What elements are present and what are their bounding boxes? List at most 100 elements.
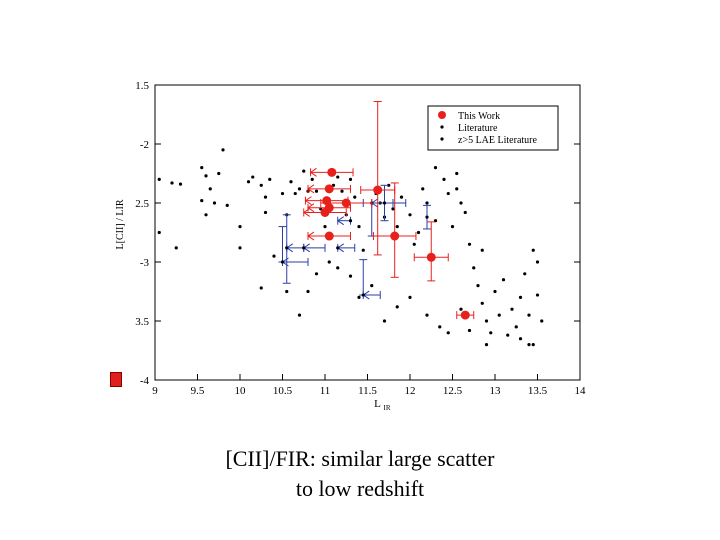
lae-point xyxy=(361,293,365,297)
y-axis-label: L[CII] / LIR xyxy=(115,199,126,249)
literature-point xyxy=(395,305,399,309)
literature-point xyxy=(408,295,412,299)
literature-point xyxy=(174,246,178,250)
literature-point xyxy=(489,331,493,335)
literature-point xyxy=(480,301,484,305)
legend-label: z>5 LAE Literature xyxy=(458,135,537,146)
y-tick-label: -3 xyxy=(140,257,150,269)
literature-point xyxy=(259,183,263,187)
x-tick-label: 13 xyxy=(490,385,502,397)
literature-point xyxy=(408,213,412,217)
legend-box xyxy=(427,105,559,151)
literature-point xyxy=(285,289,289,294)
legend-label: Literature xyxy=(458,123,498,134)
this-work-arrow-left xyxy=(304,196,312,206)
literature-point xyxy=(501,278,506,282)
literature-point xyxy=(357,295,361,299)
literature-point xyxy=(251,175,255,179)
x-tick-label: 12.5 xyxy=(443,385,463,397)
x-tick-label: 10.5 xyxy=(273,385,293,397)
literature-point xyxy=(170,181,174,185)
literature-point xyxy=(425,201,429,205)
x-tick-label: 12 xyxy=(405,385,416,397)
literature-point xyxy=(297,187,302,191)
this-work-point xyxy=(324,184,334,194)
x-tick-label: 11.5 xyxy=(358,385,377,397)
literature-point xyxy=(467,242,472,246)
literature-point xyxy=(476,284,480,288)
literature-point xyxy=(535,260,540,264)
this-work-point xyxy=(373,185,383,195)
literature-point xyxy=(446,191,450,196)
this-work-arrow-left xyxy=(307,203,315,213)
literature-point xyxy=(484,319,489,323)
literature-point xyxy=(268,177,272,181)
literature-point xyxy=(289,180,293,184)
literature-point xyxy=(370,284,374,288)
lae-arrow-left xyxy=(336,216,345,226)
literature-point xyxy=(238,225,242,229)
y-tick-label: 3.5 xyxy=(135,316,149,328)
literature-point xyxy=(510,307,514,311)
literature-point xyxy=(442,177,446,181)
x-tick-label: 10 xyxy=(235,385,247,397)
literature-point xyxy=(178,182,183,186)
this-work-point xyxy=(460,310,470,320)
literature-point xyxy=(459,307,463,311)
literature-point xyxy=(399,195,404,199)
x-tick-label: 11 xyxy=(320,385,331,397)
lae-point xyxy=(425,215,429,219)
literature-point xyxy=(327,260,331,264)
literature-point xyxy=(472,266,476,270)
literature-point xyxy=(518,337,523,341)
literature-point xyxy=(412,242,416,246)
literature-point xyxy=(531,248,535,252)
literature-point xyxy=(506,333,510,337)
literature-point xyxy=(382,319,387,323)
literature-point xyxy=(425,313,429,317)
caption-line-1: [CII]/FIR: similar large scatter xyxy=(225,446,495,471)
literature-point xyxy=(480,248,484,252)
literature-point xyxy=(336,175,340,179)
lae-point xyxy=(285,246,289,250)
literature-point xyxy=(221,148,225,152)
literature-point xyxy=(217,171,221,176)
literature-point xyxy=(446,331,450,335)
lae-point xyxy=(382,201,387,205)
literature-point xyxy=(157,177,161,181)
literature-point xyxy=(535,293,540,297)
literature-point xyxy=(416,230,421,235)
literature-point xyxy=(514,325,518,329)
legend-marker xyxy=(438,111,446,119)
literature-point xyxy=(306,289,310,294)
literature-point xyxy=(455,187,459,191)
lae-point xyxy=(280,260,285,264)
literature-point xyxy=(523,272,527,276)
slide-marker-square xyxy=(110,372,122,387)
this-work-point xyxy=(341,198,351,208)
literature-point xyxy=(336,266,340,270)
literature-point xyxy=(204,213,208,217)
y-tick-label: -2 xyxy=(140,139,149,151)
literature-point xyxy=(314,272,319,276)
literature-point xyxy=(455,171,459,176)
y-tick-label: 1.5 xyxy=(135,80,149,92)
literature-point xyxy=(459,201,463,205)
lae-point xyxy=(336,246,340,250)
x-axis-label-subscript: IR xyxy=(384,404,391,412)
literature-point xyxy=(450,225,455,229)
x-tick-label: 13.5 xyxy=(528,385,548,397)
literature-point xyxy=(361,248,365,252)
literature-point xyxy=(467,328,472,333)
this-work-point xyxy=(426,252,436,262)
literature-point xyxy=(246,180,251,184)
literature-point xyxy=(157,230,161,235)
lae-point xyxy=(302,246,306,250)
literature-point xyxy=(340,189,344,193)
literature-point xyxy=(212,201,217,205)
literature-point xyxy=(493,289,497,294)
literature-point xyxy=(357,225,361,229)
x-axis-label: L xyxy=(374,398,381,410)
this-work-point xyxy=(327,167,337,177)
caption-line-2: to low redshift xyxy=(295,476,425,501)
